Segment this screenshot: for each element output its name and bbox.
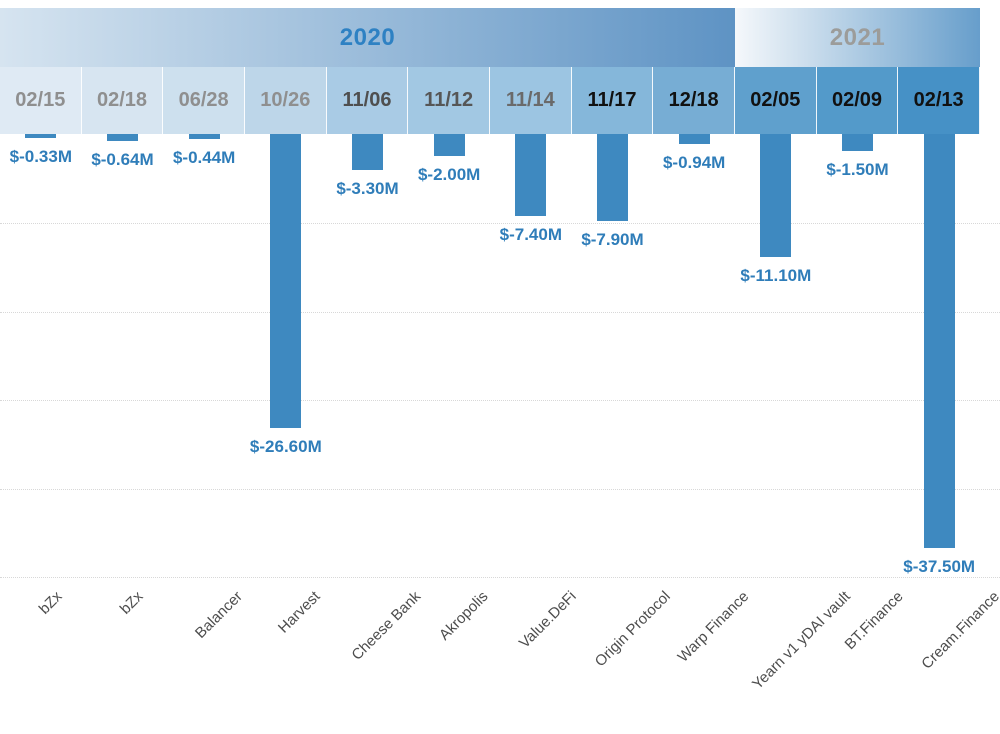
value-label-0: $-0.33M (9, 146, 73, 166)
protocol-label-9: Yearn v1 yDAI vault (748, 588, 854, 693)
value-label-5: $-2.00M (417, 165, 481, 185)
value-label-11: $-37.50M (903, 557, 976, 577)
loss-bar-2 (188, 134, 220, 139)
protocol-label-5: Akropolis (436, 588, 493, 644)
value-label-7: $-7.90M (581, 230, 644, 250)
loss-bar-6 (515, 134, 547, 216)
value-label-3: $-26.60M (249, 436, 322, 456)
loss-bar-10 (842, 134, 873, 151)
year-band-2020: 2020 (0, 8, 735, 67)
year-label-2020: 2020 (339, 23, 396, 51)
loss-bar-0 (25, 134, 57, 138)
date-cell-02-15: 02/15 (0, 67, 82, 134)
loss-bar-8 (678, 134, 710, 145)
year-band-2021: 2021 (735, 8, 980, 67)
protocol-label-8: Warp Finance (674, 588, 753, 666)
date-cell-11-06: 11/06 (326, 67, 409, 134)
gridline (0, 223, 1000, 224)
loss-bar-5 (433, 134, 465, 157)
protocol-label-3: Harvest (275, 588, 324, 637)
protocol-label-6: Value.DeFi (515, 588, 580, 652)
value-label-4: $-3.30M (336, 179, 399, 199)
date-cell-02-18: 02/18 (81, 67, 164, 134)
date-cell-06-28: 06/28 (163, 67, 245, 134)
protocol-label-4: Cheese Bank (348, 588, 425, 664)
value-label-6: $-7.40M (499, 224, 563, 244)
value-label-8: $-0.94M (662, 153, 726, 173)
gridline (0, 577, 1000, 578)
gridline (0, 400, 1000, 401)
loss-bar-4 (352, 134, 383, 171)
date-cell-10-26: 10/26 (245, 67, 327, 134)
date-cell-12-18: 12/18 (653, 67, 735, 134)
loss-bar-11 (923, 134, 955, 549)
date-cell-11-14: 11/14 (490, 67, 572, 134)
protocol-label-2: Balancer (191, 588, 246, 642)
protocol-label-1: bZx (117, 588, 148, 618)
loss-bar-3 (270, 134, 302, 428)
date-cell-02-05: 02/05 (735, 67, 817, 134)
date-cell-02-13: 02/13 (898, 67, 980, 134)
date-cell-11-12: 11/12 (408, 67, 490, 134)
value-label-1: $-0.64M (91, 150, 154, 170)
date-cell-02-09: 02/09 (816, 67, 899, 134)
gridline (0, 488, 1000, 490)
loss-bar-9 (760, 134, 792, 257)
date-cell-11-17: 11/17 (571, 67, 654, 134)
value-label-10: $-1.50M (826, 159, 889, 179)
value-label-2: $-0.44M (172, 147, 236, 167)
gridline (0, 311, 1000, 313)
loss-bar-7 (597, 134, 628, 222)
value-label-9: $-11.10M (740, 265, 812, 285)
protocol-label-0: bZx (35, 588, 66, 618)
year-label-2021: 2021 (829, 23, 886, 51)
protocol-label-11: Cream.Finance (917, 588, 1000, 673)
loss-bar-1 (107, 134, 138, 142)
protocol-label-7: Origin Protocol (591, 588, 675, 671)
